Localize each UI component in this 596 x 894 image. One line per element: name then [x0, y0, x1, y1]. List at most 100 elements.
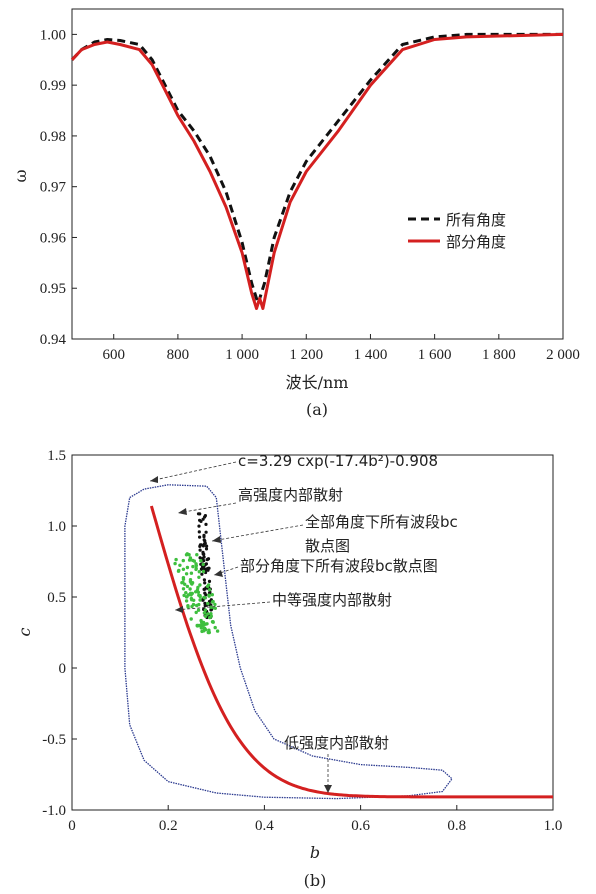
chart-b-ytick-label: 1.0 — [47, 519, 66, 535]
scatter-point-all-angles — [201, 598, 205, 602]
scatter-point-partial-angles — [199, 559, 203, 563]
scatter-point-partial-angles — [188, 587, 192, 591]
scatter-point-partial-angles — [184, 572, 189, 576]
scatter-point-partial-angles — [200, 629, 204, 634]
annotation-high-scatter: 高强度内部散射 — [238, 486, 343, 504]
annotation-fit-formula: c=3.29 cxp(-17.4b²)-0.908 — [238, 452, 438, 470]
scatter-point-all-angles — [198, 556, 202, 560]
scatter-point-all-angles — [204, 547, 209, 551]
chart-b-ytick-label: -0.5 — [42, 732, 66, 748]
chart-a-ytick-label: 1.00 — [40, 27, 66, 43]
scatter-point-all-angles — [204, 530, 208, 534]
scatter-point-partial-angles — [207, 593, 211, 597]
chart-a-ytick-label: 0.99 — [40, 78, 66, 94]
scatter-point-partial-angles — [206, 601, 210, 606]
chart-b-xtick-label: 0.6 — [351, 818, 370, 834]
chart-b-xlabel: b — [310, 843, 320, 862]
chart-a-xtick-label: 1 400 — [354, 347, 388, 363]
scatter-point-partial-angles — [200, 621, 204, 626]
scatter-point-partial-angles — [177, 568, 181, 573]
chart-a-xtick-label: 2 000 — [546, 347, 580, 363]
chart-b-ytick-label: 0 — [59, 661, 67, 677]
scatter-point-partial-angles — [210, 620, 215, 624]
chart-a-ytick-label: 0.97 — [40, 180, 67, 196]
fit-curve-line — [149, 505, 553, 799]
scatter-point-all-angles — [204, 562, 208, 566]
legend-label-partial-angles: 部分角度 — [446, 233, 506, 251]
chart-a-y-axis: 0.94 0.95 0.96 0.97 0.98 0.99 1.00 — [40, 27, 77, 348]
chart-a-legend: 所有角度 部分角度 — [408, 211, 506, 251]
chart-a-xtick-label: 800 — [167, 347, 190, 363]
scatter-point-all-angles — [202, 535, 206, 539]
scatter-point-partial-angles — [202, 611, 207, 615]
annotation-medium-arrowhead — [175, 606, 183, 613]
annotation-medium-arrow — [174, 601, 271, 611]
scatter-point-partial-angles — [205, 584, 210, 589]
chart-a-ytick-label: 0.95 — [40, 281, 66, 297]
scatter-point-all-angles — [198, 548, 202, 552]
scatter-point-partial-angles — [183, 582, 187, 586]
scatter-point-partial-angles — [213, 602, 217, 607]
scatter-point-partial-angles — [209, 614, 213, 618]
chart-b-ytick-label: 1.5 — [47, 448, 66, 464]
scatter-point-all-angles — [200, 572, 204, 576]
scatter-point-partial-angles — [181, 576, 186, 580]
scatter-point-all-angles — [207, 566, 211, 570]
scatter-point-partial-angles — [180, 581, 184, 585]
scatter-point-partial-angles — [182, 593, 186, 598]
scatter-point-all-angles — [199, 567, 203, 571]
scatter-point-partial-angles — [199, 626, 203, 630]
scatter-point-all-angles — [202, 552, 206, 556]
chart-b-annotations: c=3.29 cxp(-17.4b²)-0.908 高强度内部散射 全部角度下所… — [149, 452, 458, 793]
scatter-point-partial-angles — [198, 594, 202, 599]
series-line-all-angles — [70, 32, 563, 305]
annotation-all-angles-2: 散点图 — [305, 537, 350, 555]
scatter-point-all-angles — [201, 517, 205, 521]
chart-a-caption: (a) — [306, 400, 328, 419]
scatter-point-all-angles — [202, 559, 206, 563]
scatter-point-partial-angles — [213, 606, 217, 610]
scatter-point-all-angles — [203, 587, 207, 591]
scatter-point-partial-angles — [184, 591, 188, 595]
chart-b-xtick-label: 0.8 — [447, 818, 466, 834]
scatter-point-partial-angles — [178, 563, 182, 567]
scatter-point-partial-angles — [192, 598, 196, 602]
scatter-point-all-angles — [206, 557, 211, 561]
scatter-point-partial-angles — [210, 600, 215, 604]
chart-a-ytick-label: 0.98 — [40, 129, 66, 145]
scatter-point-all-angles — [201, 544, 205, 548]
annotation-low-arrowhead — [324, 785, 332, 793]
scatter-point-partial-angles — [185, 565, 190, 570]
annotation-partial-angles: 部分角度下所有波段bc散点图 — [240, 557, 438, 575]
scatter-point-partial-angles — [188, 556, 193, 560]
scatter-point-partial-angles — [184, 553, 189, 557]
scatter-point-partial-angles — [187, 553, 191, 557]
scatter-point-partial-angles — [189, 593, 193, 597]
scatter-point-partial-angles — [190, 581, 195, 585]
scatter-point-partial-angles — [185, 584, 190, 589]
scatter-point-partial-angles — [174, 557, 178, 562]
chart-a-ylabel: ω — [11, 169, 30, 182]
chart-b-ytick-label: -1.0 — [42, 803, 66, 819]
scatter-point-all-angles — [198, 535, 202, 539]
series-line-partial-angles — [70, 32, 564, 310]
scatter-point-partial-angles — [186, 604, 190, 608]
scatter-point-all-angles — [204, 522, 208, 527]
scatter-point-partial-angles — [196, 608, 201, 612]
chart-b-ylabel: c — [15, 627, 34, 636]
scatter-point-partial-angles — [197, 575, 201, 579]
scatter-point-partial-angles — [203, 596, 207, 600]
chart-a: 600 800 1 000 1 200 1 400 1 600 1 800 2 000 0.9… — [11, 8, 580, 419]
annotation-all-angles-1: 全部角度下所有波段bc — [305, 513, 458, 531]
scatter-point-partial-angles — [189, 571, 194, 575]
scatter-point-partial-angles — [181, 587, 186, 591]
annotation-fit-arrow — [149, 461, 237, 482]
annotation-medium-scatter: 中等强度内部散射 — [272, 591, 392, 609]
scatter-point-all-angles — [197, 524, 201, 528]
scatter-point-all-angles — [202, 538, 206, 542]
chart-b-y-axis: -1.0 -0.5 0 0.5 1.0 1.5 — [42, 448, 77, 819]
scatter-point-partial-angles — [195, 603, 199, 608]
scatter-point-partial-angles — [210, 593, 214, 597]
scatter-point-partial-angles — [191, 564, 195, 569]
